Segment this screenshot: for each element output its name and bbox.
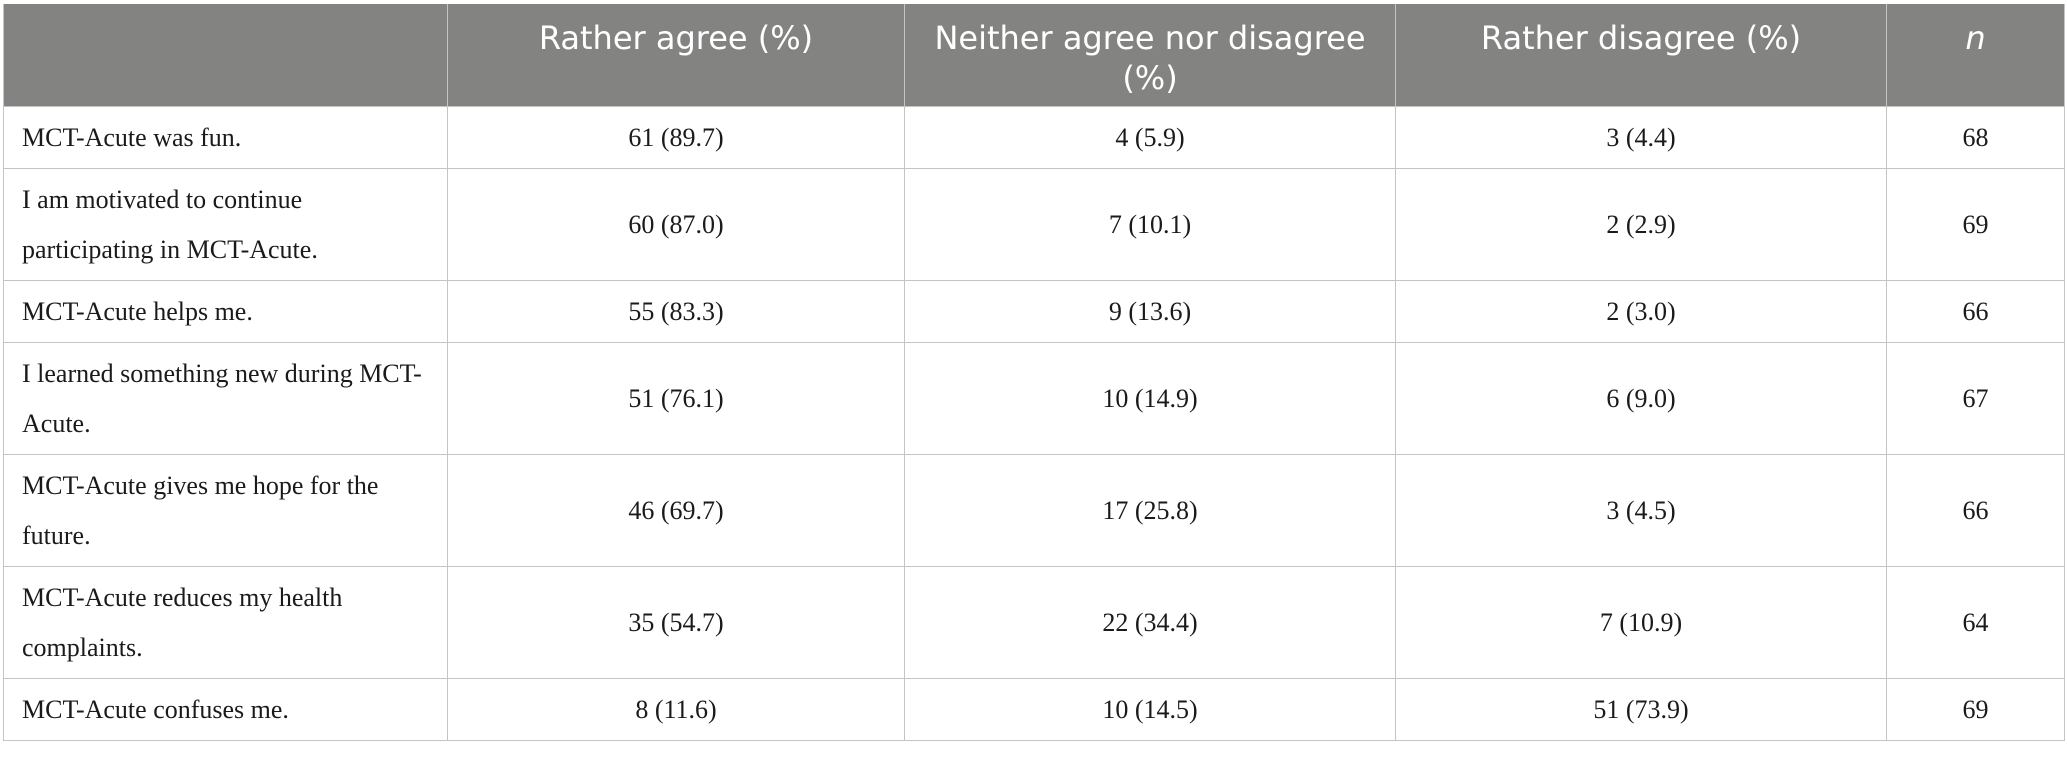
disagree-cell: 3 (4.5): [1395, 454, 1887, 567]
n-cell: 68: [1886, 106, 2065, 169]
agree-cell: 51 (76.1): [447, 342, 905, 455]
agree-cell: 60 (87.0): [447, 168, 905, 281]
table-row: MCT-Acute helps me. 55 (83.3) 9 (13.6) 2…: [3, 280, 2065, 343]
statement-cell: I learned something new during MCT-Acute…: [3, 342, 448, 455]
neither-cell: 9 (13.6): [904, 280, 1396, 343]
table-row: MCT-Acute was fun. 61 (89.7) 4 (5.9) 3 (…: [3, 106, 2065, 169]
agree-cell: 46 (69.7): [447, 454, 905, 567]
neither-cell: 17 (25.8): [904, 454, 1396, 567]
table-header: Rather agree (%) Neither agree nor disag…: [3, 4, 2065, 107]
table-row: MCT-Acute confuses me. 8 (11.6) 10 (14.5…: [3, 678, 2065, 741]
table-row: MCT-Acute gives me hope for the future. …: [3, 454, 2065, 567]
header-rather-disagree: Rather disagree (%): [1395, 4, 1887, 107]
n-cell: 64: [1886, 566, 2065, 679]
statement-cell: MCT-Acute was fun.: [3, 106, 448, 169]
header-rather-agree: Rather agree (%): [447, 4, 905, 107]
n-cell: 67: [1886, 342, 2065, 455]
statement-cell: MCT-Acute reduces my health complaints.: [3, 566, 448, 679]
disagree-cell: 2 (3.0): [1395, 280, 1887, 343]
neither-cell: 10 (14.5): [904, 678, 1396, 741]
disagree-cell: 2 (2.9): [1395, 168, 1887, 281]
neither-cell: 22 (34.4): [904, 566, 1396, 679]
statement-cell: MCT-Acute helps me.: [3, 280, 448, 343]
header-row: Rather agree (%) Neither agree nor disag…: [3, 4, 2065, 107]
disagree-cell: 6 (9.0): [1395, 342, 1887, 455]
agree-cell: 35 (54.7): [447, 566, 905, 679]
table-row: I learned something new during MCT-Acute…: [3, 342, 2065, 455]
agree-cell: 61 (89.7): [447, 106, 905, 169]
statement-cell: I am motivated to continue participating…: [3, 168, 448, 281]
header-statement: [3, 4, 448, 107]
header-n: n: [1886, 4, 2065, 107]
disagree-cell: 7 (10.9): [1395, 566, 1887, 679]
table-row: MCT-Acute reduces my health complaints. …: [3, 566, 2065, 679]
agree-cell: 8 (11.6): [447, 678, 905, 741]
header-neither: Neither agree nor disagree (%): [904, 4, 1396, 107]
n-cell: 69: [1886, 168, 2065, 281]
survey-results-table: Rather agree (%) Neither agree nor disag…: [3, 4, 2065, 741]
neither-cell: 10 (14.9): [904, 342, 1396, 455]
n-cell: 66: [1886, 454, 2065, 567]
neither-cell: 7 (10.1): [904, 168, 1396, 281]
agree-cell: 55 (83.3): [447, 280, 905, 343]
neither-cell: 4 (5.9): [904, 106, 1396, 169]
n-cell: 66: [1886, 280, 2065, 343]
n-cell: 69: [1886, 678, 2065, 741]
disagree-cell: 51 (73.9): [1395, 678, 1887, 741]
table-body: MCT-Acute was fun. 61 (89.7) 4 (5.9) 3 (…: [3, 106, 2065, 741]
disagree-cell: 3 (4.4): [1395, 106, 1887, 169]
statement-cell: MCT-Acute gives me hope for the future.: [3, 454, 448, 567]
table-row: I am motivated to continue participating…: [3, 168, 2065, 281]
statement-cell: MCT-Acute confuses me.: [3, 678, 448, 741]
